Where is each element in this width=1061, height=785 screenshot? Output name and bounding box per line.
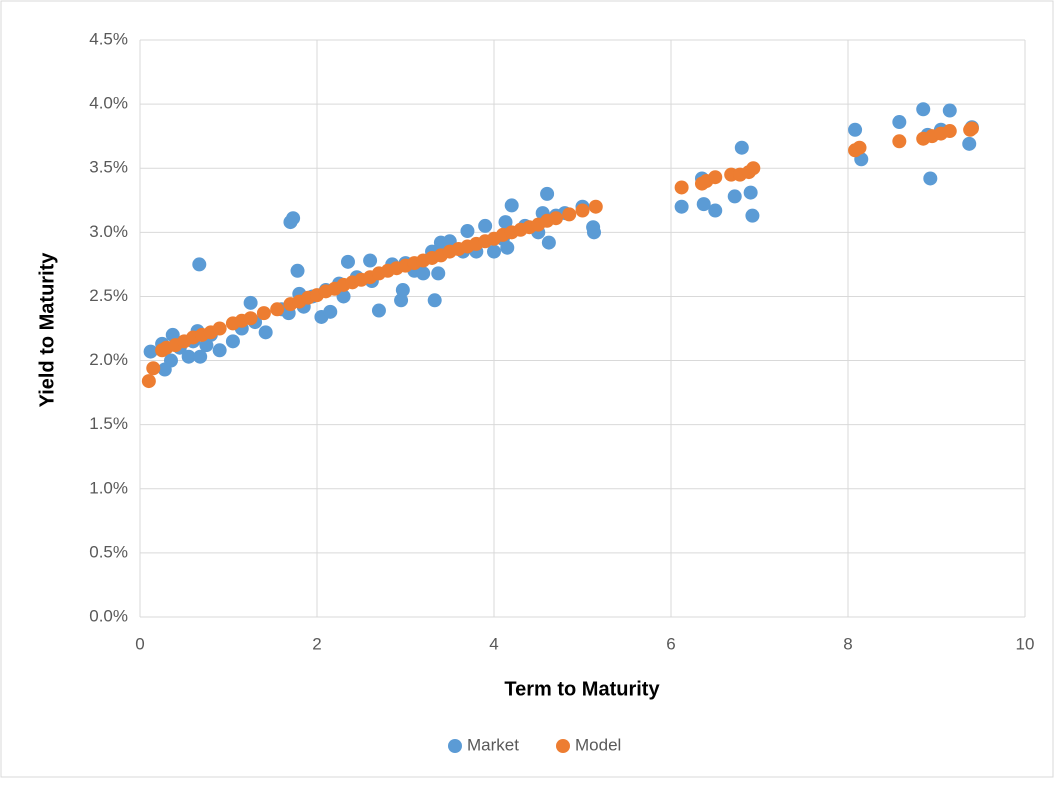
point: [848, 122, 863, 137]
point: [923, 171, 938, 186]
x-tick-label: 0: [135, 634, 144, 653]
point: [562, 207, 577, 222]
point: [734, 140, 749, 155]
point: [587, 225, 602, 240]
point: [460, 224, 475, 239]
y-axis-title: Yield to Maturity: [36, 252, 58, 408]
point: [745, 208, 760, 223]
point: [192, 257, 207, 272]
y-tick-label: 4.5%: [89, 29, 128, 48]
point: [212, 343, 227, 358]
legend-label: Model: [575, 735, 621, 754]
point: [431, 266, 446, 281]
point: [575, 203, 590, 218]
legend-marker: [556, 739, 570, 753]
point: [500, 240, 515, 255]
y-tick-label: 1.0%: [89, 478, 128, 497]
point: [892, 115, 907, 130]
point: [964, 121, 979, 136]
point: [916, 102, 931, 117]
point: [541, 235, 556, 250]
point: [258, 325, 273, 340]
point: [243, 295, 258, 310]
point: [427, 293, 442, 308]
point: [363, 253, 378, 268]
point: [270, 302, 285, 317]
point: [163, 353, 178, 368]
point: [323, 304, 338, 319]
point: [416, 266, 431, 281]
x-tick-label: 4: [489, 634, 498, 653]
point: [290, 263, 305, 278]
point: [504, 198, 519, 213]
y-tick-label: 2.5%: [89, 286, 128, 305]
point: [256, 306, 271, 321]
x-axis-title: Term to Maturity: [504, 678, 660, 700]
point: [143, 344, 158, 359]
point: [674, 199, 689, 214]
point: [212, 321, 227, 336]
point: [181, 349, 196, 364]
point: [708, 203, 723, 218]
x-tick-label: 2: [312, 634, 321, 653]
point: [193, 349, 208, 364]
point: [892, 134, 907, 149]
y-tick-label: 3.5%: [89, 158, 128, 177]
point: [548, 211, 563, 226]
point: [540, 186, 555, 201]
point: [225, 334, 240, 349]
point: [340, 254, 355, 269]
point: [371, 303, 386, 318]
y-tick-label: 2.0%: [89, 350, 128, 369]
point: [746, 161, 761, 176]
point: [243, 311, 258, 326]
y-tick-label: 1.5%: [89, 414, 128, 433]
point: [708, 170, 723, 185]
legend-label: Market: [467, 735, 519, 754]
point: [286, 211, 301, 226]
point: [146, 361, 161, 376]
point: [588, 199, 603, 214]
point: [498, 215, 513, 230]
x-tick-label: 10: [1016, 634, 1035, 653]
point: [674, 180, 689, 195]
point: [942, 124, 957, 139]
y-tick-label: 3.0%: [89, 222, 128, 241]
y-tick-label: 0.0%: [89, 606, 128, 625]
point: [743, 185, 758, 200]
point: [487, 244, 501, 259]
y-tick-label: 0.5%: [89, 542, 128, 561]
point: [696, 197, 711, 212]
y-tick-label: 4.0%: [89, 94, 128, 113]
point: [478, 218, 493, 233]
point: [727, 189, 742, 204]
legend-marker: [448, 739, 462, 753]
point: [141, 374, 156, 389]
point: [962, 136, 977, 151]
x-tick-label: 6: [666, 634, 675, 653]
point: [852, 140, 867, 155]
point: [395, 283, 410, 298]
point: [942, 103, 957, 118]
x-tick-label: 8: [843, 634, 852, 653]
